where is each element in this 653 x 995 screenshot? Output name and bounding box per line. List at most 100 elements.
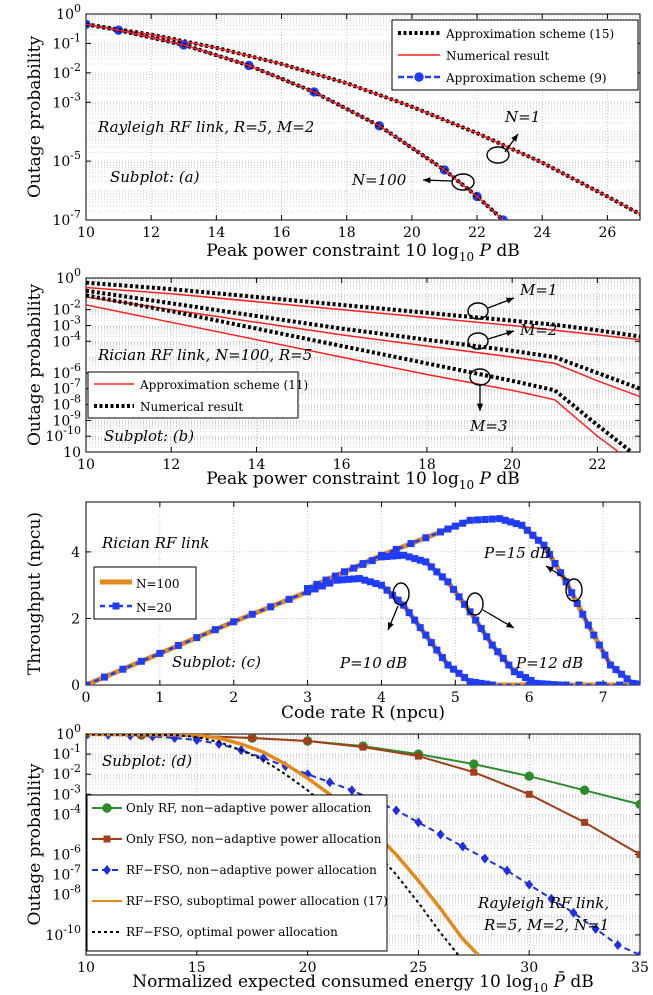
data-point: [551, 560, 559, 568]
arrow-head: [423, 177, 431, 184]
data-point: [414, 752, 422, 760]
data-point: [248, 610, 256, 618]
data-point: [394, 596, 402, 604]
data-point: [372, 580, 380, 588]
data-point: [359, 560, 367, 568]
data-point: [377, 581, 385, 589]
data-point: [392, 545, 400, 553]
y-tick-label: 10-2: [52, 61, 81, 82]
data-point: [444, 661, 452, 669]
x-tick-label: 10: [77, 225, 95, 241]
subplot-a: 10 12 14 16 18 20 22 24 26 100 10-1 10-2 10-3 10-5 10-…: [25, 2, 641, 264]
y-axis-label: Outage probability: [25, 763, 45, 925]
data-point: [407, 540, 415, 548]
series-dotted-black: [86, 293, 633, 452]
data-point: [350, 564, 358, 572]
legend-box: [86, 794, 388, 952]
data-point: [584, 621, 592, 629]
data-point: [137, 657, 145, 665]
annotation-subplot: Subplot: (c): [172, 653, 261, 671]
data-point: [436, 829, 445, 840]
y-tick-label: 2: [71, 611, 80, 627]
data-point: [394, 552, 402, 560]
data-point: [599, 681, 607, 685]
data-point: [496, 515, 504, 523]
y-tick-label: 10: [63, 445, 81, 461]
x-tick-label: 6: [525, 690, 534, 706]
data-point: [499, 654, 507, 662]
data-point: [529, 531, 537, 539]
legend-label: Only RF, non−adaptive power allocation: [126, 801, 372, 815]
data-point: [488, 641, 496, 649]
data-point: [507, 518, 515, 526]
y-tick-label: 10-1: [52, 31, 81, 52]
legend-marker: [102, 803, 112, 813]
data-point: [573, 599, 581, 607]
data-point: [86, 681, 90, 685]
data-point: [333, 576, 341, 584]
legend-label: N=20: [136, 601, 172, 615]
data-point: [534, 536, 542, 544]
data-point: [516, 671, 524, 679]
markers: [304, 515, 640, 685]
x-axis-label: Peak power constraint 10 log10 P dB: [206, 241, 519, 264]
x-tick-label: 10: [77, 960, 95, 976]
data-point: [547, 893, 556, 904]
data-point: [477, 624, 485, 632]
data-point: [304, 737, 312, 745]
data-point: [451, 522, 459, 530]
legend-label: RF−FSO, non−adaptive power allocation: [126, 863, 377, 877]
data-point: [383, 552, 391, 560]
data-point: [100, 673, 108, 681]
series-approximation-scheme-11-: [86, 286, 640, 341]
x-tick-label: 18: [418, 457, 436, 473]
data-point: [575, 681, 583, 685]
series-line: [86, 734, 460, 955]
data-point: [383, 586, 391, 594]
x-tick-label: 22: [468, 225, 486, 241]
annotation-ellipse: [466, 592, 484, 616]
data-point: [422, 558, 430, 566]
data-point: [562, 681, 570, 685]
series-line: [86, 23, 504, 220]
y-tick-label: 10-3: [52, 90, 81, 111]
arrow-head: [546, 566, 554, 573]
data-point: [341, 568, 349, 576]
data-point: [427, 563, 435, 571]
data-point: [616, 681, 624, 685]
annotation-subplot: Subplot: (d): [102, 752, 192, 770]
data-point: [331, 572, 339, 580]
data-point: [411, 555, 419, 563]
data-point: [248, 734, 256, 742]
x-tick-label: 5: [451, 690, 460, 706]
data-point: [444, 525, 452, 533]
y-tick-label: 10-9: [52, 408, 81, 429]
annotation-ellipse: [486, 146, 510, 164]
legend-label: RF−FSO, optimal power allocation: [126, 925, 338, 939]
x-tick-label: 35: [631, 960, 649, 976]
data-point: [494, 648, 502, 656]
data-point: [512, 520, 520, 528]
y-axis-label: Outage probability: [25, 36, 45, 198]
data-point: [438, 654, 446, 662]
data-point: [636, 950, 640, 955]
data-point: [546, 550, 554, 558]
data-point: [437, 528, 445, 536]
x-tick-label: 1: [155, 690, 164, 706]
annotation-ellipse: [392, 582, 410, 606]
y-tick-label: 0: [71, 678, 80, 694]
data-point: [533, 679, 541, 685]
data-point: [355, 575, 363, 583]
x-tick-label: 14: [207, 225, 225, 241]
subplot-d: 10 15 20 25 30 3510010-110-210-310-410-610-71…: [25, 722, 649, 995]
data-point: [612, 666, 620, 674]
annotation-link: Rayleigh RF link,: [477, 894, 609, 912]
series-solid-red: [86, 304, 620, 452]
data-point: [488, 681, 496, 685]
x-tick-label: 20: [503, 457, 521, 473]
data-point: [350, 575, 358, 583]
data-point: [473, 516, 481, 524]
y-tick-label: 100: [56, 722, 81, 743]
data-point: [377, 551, 385, 559]
